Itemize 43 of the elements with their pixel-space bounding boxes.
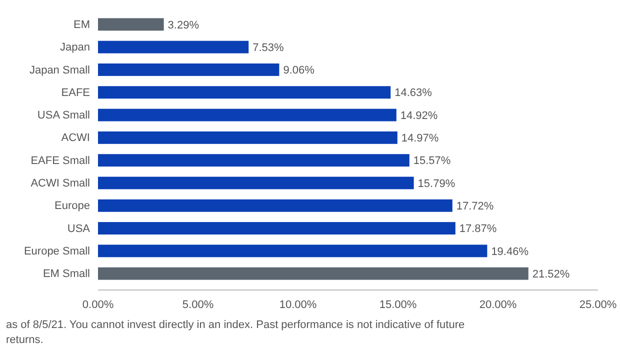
y-tick-label: EM bbox=[74, 18, 90, 31]
data-label: 15.57% bbox=[413, 155, 451, 168]
text: as of 8/5/21. You cannot invest directly in an index. Past performance is not indicative of future returns. bbox=[6, 319, 465, 346]
bar bbox=[98, 222, 456, 235]
x-tick-label: 25.00% bbox=[579, 298, 617, 311]
data-label: 14.92% bbox=[400, 110, 438, 122]
y-tick-label: Japan bbox=[60, 42, 90, 54]
y-tick-label: Europe Small bbox=[24, 245, 90, 258]
y-tick-label: USA bbox=[67, 222, 91, 235]
bar bbox=[98, 18, 164, 31]
y-tick-label: Europe bbox=[54, 200, 90, 212]
y-tick-label: ACWI bbox=[61, 132, 90, 144]
y-tick-label: EM Small bbox=[42, 268, 90, 280]
x-tick-label: 5.00% bbox=[182, 298, 214, 311]
x-tick-label: 10.00% bbox=[279, 298, 317, 311]
data-label: 9.06% bbox=[283, 64, 315, 77]
x-tick-label: 15.00% bbox=[379, 298, 417, 311]
data-label: 19.46% bbox=[491, 246, 529, 258]
data-label: 3.29% bbox=[168, 19, 200, 32]
data-label: 17.87% bbox=[459, 223, 497, 236]
data-label: 21.52% bbox=[532, 268, 570, 280]
bar bbox=[98, 176, 414, 190]
bar bbox=[98, 131, 398, 144]
data-label: 15.79% bbox=[418, 178, 456, 190]
y-tick-label: ACWI Small bbox=[30, 177, 90, 190]
y-tick-label: USA Small bbox=[37, 110, 90, 122]
data-label: 14.63% bbox=[394, 87, 432, 100]
bar bbox=[98, 40, 249, 54]
bar bbox=[98, 154, 410, 167]
y-tick-label: EAFE Small bbox=[30, 154, 90, 167]
bar bbox=[98, 63, 280, 76]
bar bbox=[98, 267, 528, 280]
data-label: 17.72% bbox=[456, 200, 494, 212]
x-tick-label: 0.00% bbox=[82, 298, 114, 311]
bar bbox=[98, 108, 396, 122]
bar bbox=[98, 86, 391, 99]
x-tick-label: 20.00% bbox=[479, 298, 517, 311]
y-tick-label: Japan Small bbox=[29, 64, 90, 76]
data-label: 7.53% bbox=[252, 42, 284, 54]
bar bbox=[98, 199, 452, 212]
y-tick-label: EAFE bbox=[61, 86, 90, 99]
data-label: 14.97% bbox=[401, 132, 439, 145]
bar bbox=[98, 244, 488, 258]
